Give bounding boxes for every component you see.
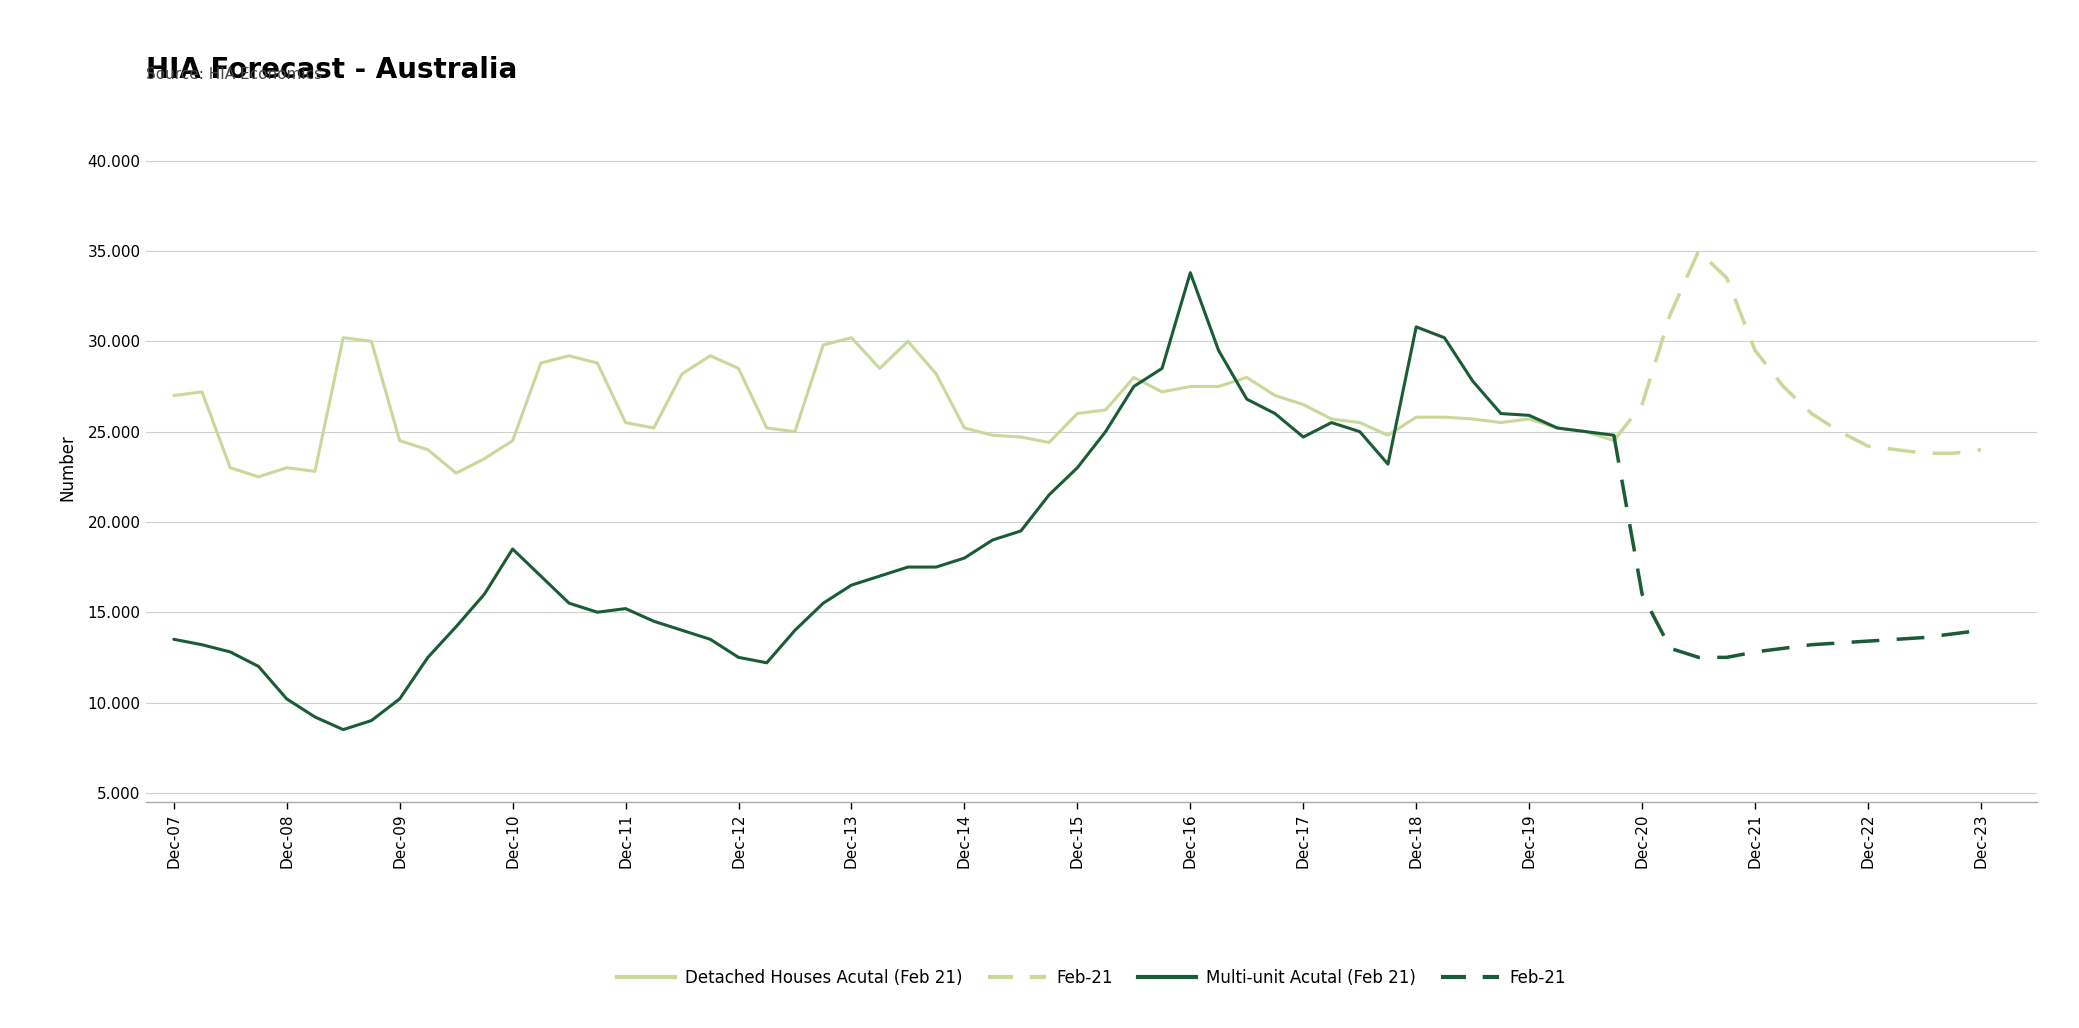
Legend: Detached Houses Acutal (Feb 21), Feb-21, Multi-unit Acutal (Feb 21), Feb-21: Detached Houses Acutal (Feb 21), Feb-21,… (611, 962, 1572, 994)
Text: Source: HIA Economics: Source: HIA Economics (146, 67, 322, 82)
Text: HIA Forecast - Australia: HIA Forecast - Australia (146, 57, 518, 84)
Y-axis label: Number: Number (58, 434, 77, 502)
